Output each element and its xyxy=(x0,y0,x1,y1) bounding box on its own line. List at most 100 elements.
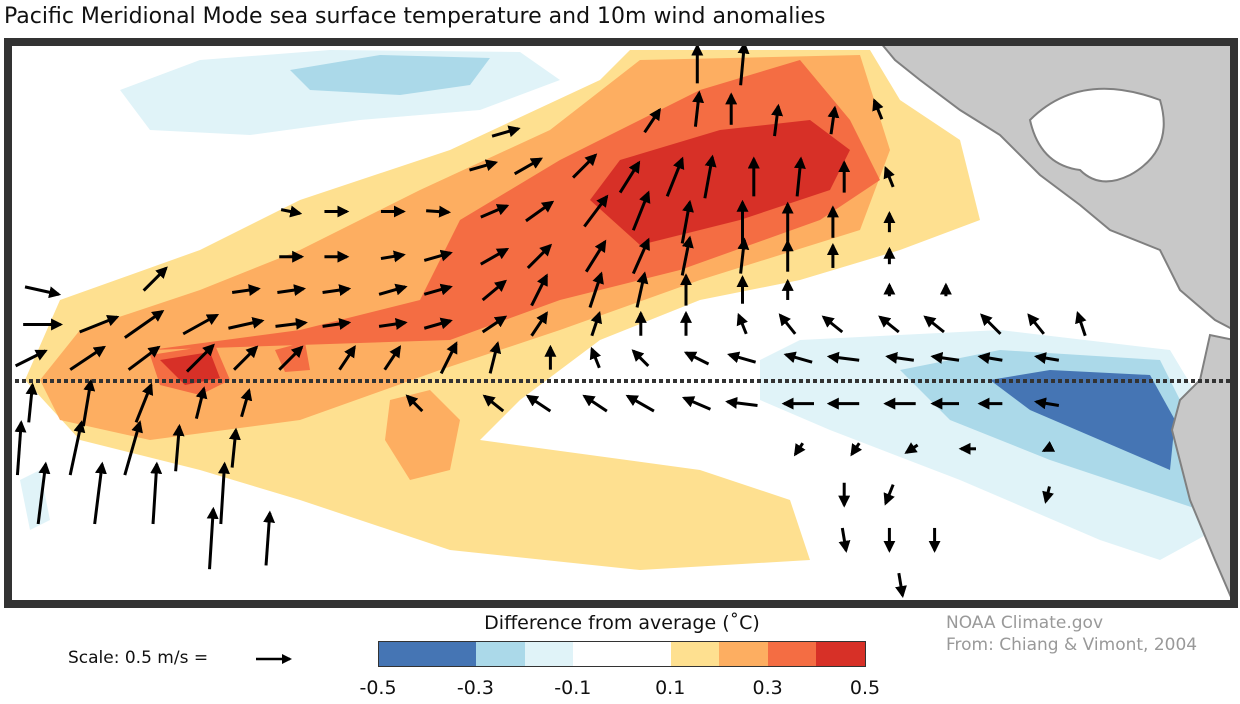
wind-arrow xyxy=(821,315,844,334)
wind-arrow xyxy=(631,190,651,231)
wind-arrow xyxy=(150,461,163,525)
wind-arrow xyxy=(631,237,650,275)
map-frame xyxy=(4,38,1238,608)
wind-arrow xyxy=(584,239,607,273)
wind-arrow xyxy=(525,200,555,223)
wind-arrow xyxy=(530,273,548,307)
legend-bin xyxy=(719,642,768,666)
sst-region-neg-0.3-east xyxy=(990,370,1175,470)
wind-arrow xyxy=(589,346,601,369)
wind-arrow xyxy=(69,345,106,371)
credit-source: NOAA Climate.gov xyxy=(946,613,1104,633)
wind-arrow xyxy=(930,351,960,364)
legend-tick-label: 0.3 xyxy=(752,677,783,699)
sst-region-pos-0.4 xyxy=(160,120,850,385)
wind-arrow xyxy=(123,420,143,476)
wind-arrow xyxy=(923,315,945,334)
wind-arrow xyxy=(826,351,860,364)
wind-arrow xyxy=(134,382,154,423)
wind-arrow xyxy=(683,351,710,366)
wind-arrow xyxy=(482,394,505,413)
wind-arrow xyxy=(635,271,649,308)
wind-arrow xyxy=(426,205,452,218)
wind-vectors xyxy=(14,42,1087,599)
wind-arrow xyxy=(1033,397,1060,410)
wind-arrow xyxy=(378,318,408,330)
wind-arrow xyxy=(14,420,27,476)
wind-arrow xyxy=(703,154,717,199)
wind-arrow xyxy=(530,311,548,337)
wind-arrow xyxy=(883,165,895,188)
wind-arrow xyxy=(206,506,219,570)
wind-arrow xyxy=(481,279,507,302)
wind-arrow xyxy=(1075,310,1087,337)
credit: NOAA Climate.gov From: Chiang & Vimont, … xyxy=(946,612,1197,656)
legend-tick-label: -0.1 xyxy=(554,677,592,699)
wind-arrow xyxy=(423,249,453,262)
wind-arrow xyxy=(240,388,253,418)
wind-arrow xyxy=(725,396,758,409)
wind-arrow xyxy=(481,315,508,334)
legend-bin xyxy=(816,642,865,666)
wind-arrow xyxy=(488,341,502,374)
wind-arrow xyxy=(123,309,165,339)
wind-arrow xyxy=(185,343,215,373)
wind-arrow xyxy=(526,243,553,270)
wind-arrow xyxy=(665,156,685,197)
wind-arrow xyxy=(727,351,757,364)
wind-arrow xyxy=(338,345,356,371)
wind-arrow xyxy=(480,204,510,219)
wind-arrow xyxy=(1033,352,1060,365)
wind-arrow xyxy=(36,461,51,525)
sst-region-neg-0.1-east xyxy=(20,330,1215,560)
wind-arrow xyxy=(480,247,510,266)
wind-arrow xyxy=(737,237,750,274)
wind-arrow xyxy=(277,284,307,297)
wind-arrow xyxy=(588,271,604,308)
wind-arrow xyxy=(322,318,352,330)
wind-arrow xyxy=(525,394,552,413)
wind-arrow xyxy=(14,349,48,368)
wind-arrow xyxy=(625,394,655,413)
wind-arrow xyxy=(793,442,806,457)
credit-citation: From: Chiang & Vimont, 2004 xyxy=(946,635,1198,655)
wind-arrow xyxy=(680,235,694,276)
wind-arrow xyxy=(280,205,303,218)
wind-arrow xyxy=(275,317,308,330)
wind-arrow xyxy=(631,349,650,367)
wind-arrow xyxy=(513,157,544,176)
wind-arrow xyxy=(81,378,96,427)
legend-bin xyxy=(476,642,525,666)
wind-arrow xyxy=(827,105,840,135)
wind-arrow xyxy=(228,427,241,468)
wind-arrow xyxy=(182,313,220,336)
wind-arrow xyxy=(571,153,598,179)
wind-arrow xyxy=(895,572,907,599)
wind-arrow xyxy=(405,394,424,413)
wind-arrow xyxy=(142,266,168,292)
wind-arrow xyxy=(263,510,276,566)
wind-arrow xyxy=(793,156,806,197)
wind-arrow xyxy=(643,107,661,134)
wind-arrow xyxy=(423,283,453,296)
wind-arrow xyxy=(93,461,107,525)
wind-arrow xyxy=(872,98,884,120)
wind-arrow xyxy=(127,345,161,371)
wind-arrow xyxy=(380,250,406,263)
legend-tick-label: 0.5 xyxy=(849,677,881,699)
legend-tick-label: -0.3 xyxy=(456,677,494,699)
legend-title: Difference from average (˚C) xyxy=(484,612,760,634)
wind-arrow xyxy=(217,461,230,525)
wind-arrow xyxy=(469,159,499,172)
wind-arrow xyxy=(194,386,208,419)
wind-arrow xyxy=(491,125,521,138)
legend-tick-label: -0.5 xyxy=(359,677,397,699)
wind-arrow xyxy=(977,352,1003,365)
wind-arrow xyxy=(79,314,120,334)
wind-arrow xyxy=(232,345,259,371)
figure-title: Pacific Meridional Mode sea surface temp… xyxy=(4,4,826,29)
wind-arrow xyxy=(838,527,851,553)
wind-arrow xyxy=(231,284,261,297)
legend-bin xyxy=(767,642,817,666)
